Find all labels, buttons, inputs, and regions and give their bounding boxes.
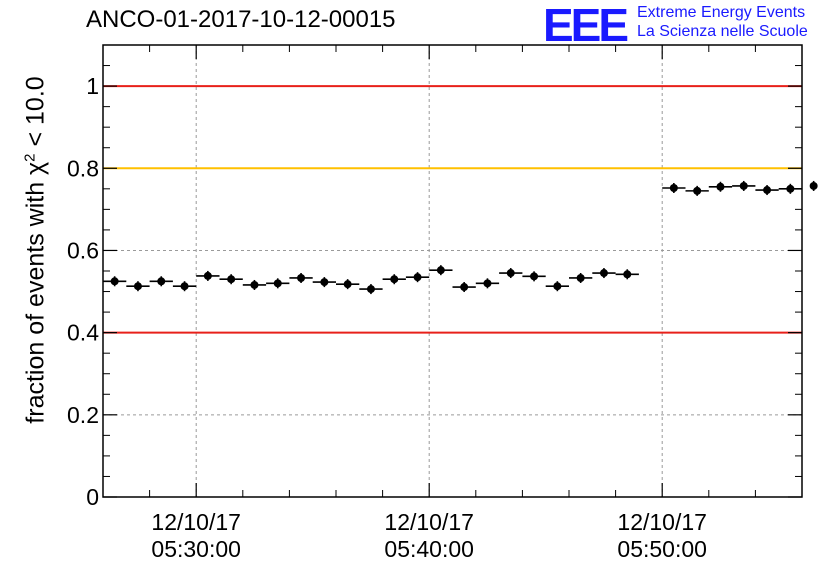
- data-point: [227, 275, 236, 284]
- data-point: [460, 283, 469, 292]
- data-point: [506, 269, 515, 278]
- data-point: [553, 282, 562, 291]
- x-tick-label-date: 12/10/17: [151, 509, 241, 535]
- data-point: [203, 271, 212, 280]
- data-point: [599, 269, 608, 278]
- data-point: [483, 279, 492, 288]
- eee-logo: EEE: [543, 0, 629, 51]
- chart-title: ANCO-01-2017-10-12-00015: [86, 6, 396, 33]
- y-tick-label: 0.8: [67, 155, 99, 181]
- data-point: [297, 273, 306, 282]
- y-tick-label: 1: [86, 73, 99, 99]
- data-point: [343, 280, 352, 289]
- data-point: [157, 277, 166, 286]
- y-tick-label: 0: [86, 484, 99, 510]
- data-point: [786, 184, 795, 193]
- data-point: [273, 279, 282, 288]
- data-point: [110, 277, 119, 286]
- data-point: [320, 278, 329, 287]
- data-point: [366, 285, 375, 294]
- logo-line-1: Extreme Energy Events: [637, 4, 806, 21]
- data-point: [623, 270, 632, 279]
- data-point: [390, 275, 399, 284]
- data-point: [413, 273, 422, 282]
- logo-line-2: La Scienza nelle Scuole: [637, 23, 808, 40]
- data-point: [250, 280, 259, 289]
- y-tick-label: 0.4: [67, 320, 99, 346]
- data-point: [763, 186, 772, 195]
- data-point: [739, 181, 748, 190]
- data-point: [436, 266, 445, 275]
- data-point: [530, 272, 539, 281]
- y-tick-label: 0.2: [67, 402, 99, 428]
- data-point: [180, 282, 189, 291]
- data-point: [576, 273, 585, 282]
- data-point: [716, 182, 725, 191]
- data-point: [133, 282, 142, 291]
- x-tick-label-date: 12/10/17: [617, 509, 707, 535]
- x-tick-label-time: 05:50:00: [617, 536, 707, 562]
- x-tick-label-time: 05:40:00: [384, 536, 474, 562]
- data-point: [693, 186, 702, 195]
- logo-caption: Extreme Energy Events La Scienza nelle S…: [637, 3, 808, 41]
- y-tick-label: 0.6: [67, 237, 99, 263]
- data-point: [809, 181, 818, 190]
- x-tick-label-date: 12/10/17: [384, 509, 474, 535]
- x-tick-label-time: 05:30:00: [151, 536, 241, 562]
- data-point: [669, 183, 678, 192]
